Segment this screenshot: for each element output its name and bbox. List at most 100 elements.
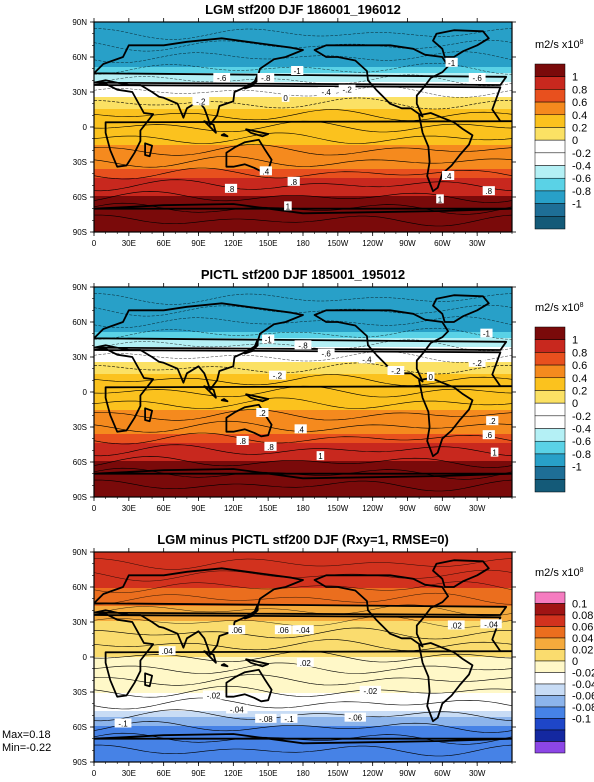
- coastline: [225, 668, 273, 703]
- x-tick-label: 60W: [434, 504, 451, 513]
- band: [94, 440, 512, 444]
- contour-label: -.1: [284, 715, 294, 724]
- colorbar-swatch: [534, 614, 566, 627]
- band: [94, 723, 512, 727]
- contour-label-bg: [192, 96, 210, 106]
- y-tick-label: 0: [83, 123, 88, 132]
- coastline: [94, 203, 512, 215]
- contour-label-bg: [296, 657, 314, 667]
- contour-label: -.02: [207, 692, 221, 701]
- band: [94, 88, 512, 92]
- x-tick-label: 150E: [259, 239, 278, 248]
- band: [94, 296, 512, 300]
- colorbar-swatch: [534, 626, 566, 639]
- band: [94, 34, 512, 38]
- contour-label-bg: [291, 66, 304, 75]
- contour-label: .8: [267, 443, 274, 452]
- band: [94, 64, 512, 68]
- band: [94, 163, 512, 167]
- colorbar-tick-label: 0.4: [572, 110, 587, 122]
- contour-line: [94, 432, 512, 445]
- band: [94, 118, 512, 122]
- band: [94, 130, 512, 134]
- band: [94, 597, 512, 601]
- x-tick-label: 180: [296, 239, 310, 248]
- colorbar-swatch: [534, 637, 566, 650]
- band: [94, 600, 512, 604]
- colorbar-swatch: [534, 591, 566, 604]
- contour-label-bg: [436, 194, 444, 204]
- band: [94, 479, 512, 483]
- coastline: [313, 574, 449, 648]
- band: [94, 735, 512, 739]
- band: [94, 229, 512, 232]
- contour-label-bg: [316, 451, 325, 461]
- band: [94, 455, 512, 459]
- y-tick-label: 60N: [72, 318, 87, 327]
- colorbar-swatch: [534, 127, 566, 141]
- x-tick-label: 0: [92, 769, 97, 778]
- y-tick-label: 90S: [73, 758, 87, 767]
- band: [94, 404, 512, 408]
- band: [94, 302, 512, 306]
- band: [94, 187, 512, 191]
- band: [94, 573, 512, 577]
- band: [94, 675, 512, 679]
- colorbar-tick-label: 0.6: [572, 360, 587, 372]
- contour-label-bg: [281, 92, 290, 102]
- contour-label: .02: [300, 659, 312, 668]
- band: [94, 368, 512, 372]
- band: [94, 320, 512, 324]
- y-tick-label: 30S: [73, 158, 87, 167]
- colorbar-swatch: [534, 683, 566, 696]
- coastline: [94, 347, 512, 433]
- contour-label: -.06: [348, 714, 362, 723]
- contour-line: [94, 697, 512, 710]
- band: [94, 482, 512, 486]
- band: [94, 91, 512, 95]
- band: [94, 133, 512, 137]
- coastline: [418, 112, 474, 193]
- y-tick-label: 90S: [73, 228, 87, 237]
- x-tick-label: 30E: [122, 504, 136, 513]
- coastline: [245, 658, 270, 668]
- band: [94, 708, 512, 712]
- contour-label-bg: [284, 201, 292, 211]
- contour-line: [94, 132, 512, 144]
- band: [94, 109, 512, 113]
- colorbar-tick-label: -0.08: [572, 702, 594, 714]
- contour-line: [94, 709, 512, 722]
- contour-label: -.4: [322, 88, 332, 97]
- y-tick-label: 60S: [73, 458, 87, 467]
- x-tick-label: 30E: [122, 239, 136, 248]
- x-tick-label: 90E: [191, 769, 205, 778]
- coastline: [94, 82, 512, 168]
- band: [94, 395, 512, 399]
- band: [94, 205, 512, 209]
- y-tick-label: 90N: [72, 283, 87, 292]
- contour-label-bg: [292, 625, 314, 635]
- colorbar-swatch: [534, 152, 566, 166]
- band: [94, 293, 512, 297]
- colorbar-swatch: [534, 364, 566, 379]
- band: [94, 356, 512, 360]
- colorbar-tick-label: -0.06: [572, 691, 594, 703]
- y-tick-label: 30S: [73, 423, 87, 432]
- x-tick-label: 90E: [191, 504, 205, 513]
- contour-label-bg: [236, 436, 249, 445]
- colorbar-tick-label: 1: [572, 335, 578, 347]
- x-tick-label: 150W: [327, 769, 348, 778]
- contour-label-bg: [280, 713, 298, 723]
- y-tick-label: 30N: [72, 88, 87, 97]
- contour-line: [94, 444, 512, 457]
- band: [94, 169, 512, 173]
- band: [94, 419, 512, 423]
- contour-label-bg: [480, 328, 493, 338]
- band: [94, 103, 512, 107]
- colorbar-units: m2/s x108: [535, 302, 584, 314]
- band: [94, 467, 512, 471]
- contour-line: [94, 86, 512, 98]
- contour-label-bg: [426, 371, 435, 381]
- x-tick-label: 120W: [362, 769, 383, 778]
- colorbar-swatch: [534, 695, 566, 708]
